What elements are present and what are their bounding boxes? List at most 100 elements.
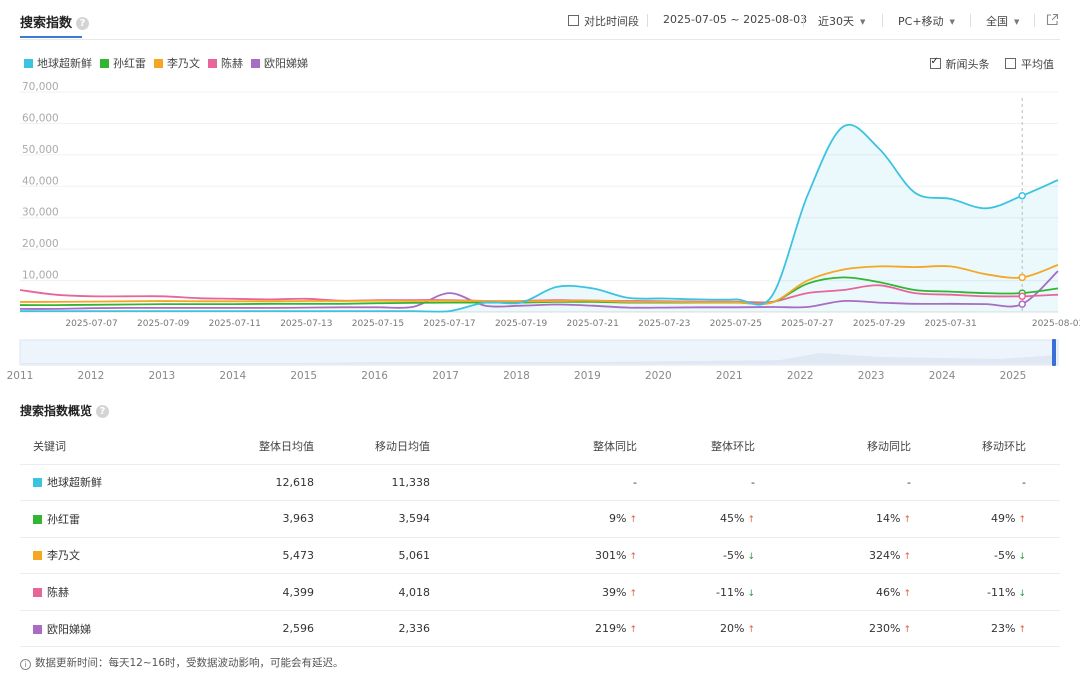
yoy-cell: 301% ↑ <box>430 537 637 575</box>
yoy-cell: - <box>430 464 637 502</box>
mom-value: 45% <box>720 512 745 526</box>
overview-title-text: 搜索指数概览 <box>20 404 93 418</box>
x-tick-label: 2025-07-21 <box>567 319 619 329</box>
mobile-yoy-value: 46% <box>876 585 901 599</box>
date-range-picker[interactable]: 2025-07-05 ~ 2025-08-03 <box>663 13 807 26</box>
legend-item[interactable]: 地球超新鲜 <box>24 55 92 71</box>
keyword-swatch <box>33 588 42 598</box>
yoy-value: - <box>633 475 637 489</box>
caret-down-icon: ▼ <box>949 18 955 26</box>
year-label: 2015 <box>290 370 317 382</box>
mom-cell: -5% ↓ <box>637 537 755 575</box>
up-arrow-icon: ↑ <box>903 515 911 526</box>
keyword-cell: 李乃文 <box>20 537 200 575</box>
mobile-yoy-value: 14% <box>876 512 901 526</box>
legend-item[interactable]: 欧阳娣娣 <box>251 55 308 71</box>
column-header: 移动日均值 <box>314 428 430 465</box>
series-line <box>19 276 1059 307</box>
mobile-avg-value: 3,594 <box>398 512 431 526</box>
keyword-text: 欧阳娣娣 <box>47 622 91 636</box>
legend-item[interactable]: 孙红雷 <box>100 55 146 71</box>
page-title[interactable]: 搜索指数? <box>20 12 90 31</box>
slider-handle[interactable] <box>1052 339 1056 366</box>
x-tick-label: 2025-07-07 <box>65 319 117 329</box>
region-dropdown[interactable]: 全国 ▼ <box>986 13 1019 29</box>
y-tick-label: 60,000 <box>22 112 59 124</box>
x-tick-label: 2025-08-03 <box>1032 319 1080 329</box>
up-arrow-icon: ↑ <box>1018 625 1026 636</box>
mom-cell: 20% ↑ <box>637 610 755 648</box>
down-arrow-icon: ↓ <box>747 588 755 599</box>
legend-label: 陈赫 <box>221 57 243 70</box>
mobile-avg-cell: 3,594 <box>314 500 431 538</box>
year-label: 2020 <box>645 370 672 382</box>
legend-label: 孙红雷 <box>113 57 146 70</box>
mobile-avg-value: 4,018 <box>398 585 431 599</box>
keyword-cell: 陈赫 <box>20 573 200 611</box>
mobile-yoy-value: 230% <box>869 622 901 636</box>
legend-label: 地球超新鲜 <box>37 57 92 70</box>
x-tick-label: 2025-07-13 <box>280 319 332 329</box>
help-icon[interactable]: ? <box>96 405 110 418</box>
mobile-mom-cell: - <box>911 464 1060 502</box>
top-bar: 搜索指数? 对比时间段 2025-07-05 ~ 2025-08-03 近30天… <box>0 0 1080 40</box>
average-checkbox[interactable]: 平均值 <box>1005 58 1054 71</box>
search-index-chart[interactable]: 10,000 20,000 30,000 40,000 50,000 60,000 70,0… <box>0 80 1080 330</box>
divider <box>803 14 804 27</box>
year-label: 2025 <box>1000 370 1027 382</box>
year-label: 2013 <box>148 370 175 382</box>
compare-period-checkbox[interactable]: 对比时间段 <box>568 13 639 29</box>
page-title-text: 搜索指数 <box>20 16 73 31</box>
help-icon[interactable]: ? <box>76 17 90 30</box>
avg-cell: 3,963 <box>200 500 314 538</box>
column-header: 关键词 <box>20 428 200 465</box>
divider <box>647 14 648 27</box>
down-arrow-icon: ↓ <box>1018 551 1026 562</box>
mobile-yoy-cell: 230% ↑ <box>755 610 911 648</box>
up-arrow-icon: ↑ <box>1018 515 1026 526</box>
year-label: 2022 <box>787 370 814 382</box>
legend-item[interactable]: 李乃文 <box>154 55 200 71</box>
mobile-mom-cell: -5% ↓ <box>911 537 1060 575</box>
avg-cell: 5,473 <box>200 537 314 575</box>
year-label: 2016 <box>361 370 388 382</box>
divider <box>882 14 883 27</box>
data-point <box>1018 191 1026 200</box>
mobile-avg-value: 11,338 <box>391 475 431 489</box>
y-tick-label: 50,000 <box>22 144 59 156</box>
footnote-text: 数据更新时间：每天12~16时，受数据波动影响，可能会有延迟。 <box>35 657 344 669</box>
legend-swatch <box>154 59 163 68</box>
x-tick-label: 2025-07-15 <box>352 319 404 329</box>
period-value: 近30天 <box>818 15 854 28</box>
up-arrow-icon: ↑ <box>747 625 755 636</box>
device-dropdown[interactable]: PC+移动 ▼ <box>898 13 955 29</box>
mobile-mom-value: - <box>1022 475 1026 489</box>
news-headline-checkbox[interactable]: 新闻头条 <box>929 56 990 71</box>
keyword-text: 李乃文 <box>47 549 80 563</box>
time-range-slider[interactable]: 2011 2012 2013 2014 2015 2016 2017 2018 2019 2020… <box>0 335 1080 383</box>
year-label: 2011 <box>7 370 34 382</box>
year-label: 2024 <box>929 370 956 382</box>
yoy-cell: 9% ↑ <box>430 500 637 538</box>
series-line <box>19 264 1059 305</box>
legend-item[interactable]: 陈赫 <box>208 55 243 71</box>
news-headline-label: 新闻头条 <box>945 58 990 71</box>
year-label: 2018 <box>503 370 530 382</box>
mom-cell: 45% ↑ <box>637 500 755 538</box>
column-header: 整体环比 <box>637 428 755 465</box>
mobile-mom-cell: -11% ↓ <box>911 573 1060 611</box>
chart-options: 新闻头条 平均值 <box>918 56 1054 72</box>
column-header: 移动环比 <box>911 428 1060 465</box>
mobile-yoy-cell: 324% ↑ <box>755 537 911 575</box>
period-dropdown[interactable]: 近30天 ▼ <box>818 13 865 29</box>
mobile-yoy-value: - <box>907 475 911 489</box>
mobile-avg-cell: 2,336 <box>314 610 430 648</box>
legend-swatch <box>24 59 33 68</box>
data-point <box>1018 300 1026 308</box>
x-tick-label: 2025-07-09 <box>137 319 190 329</box>
mobile-yoy-cell: 14% ↑ <box>755 500 911 538</box>
mobile-mom-value: 49% <box>991 512 1016 526</box>
share-icon[interactable] <box>1046 13 1059 26</box>
series-line <box>19 270 1059 310</box>
mobile-yoy-cell: 46% ↑ <box>755 573 911 611</box>
